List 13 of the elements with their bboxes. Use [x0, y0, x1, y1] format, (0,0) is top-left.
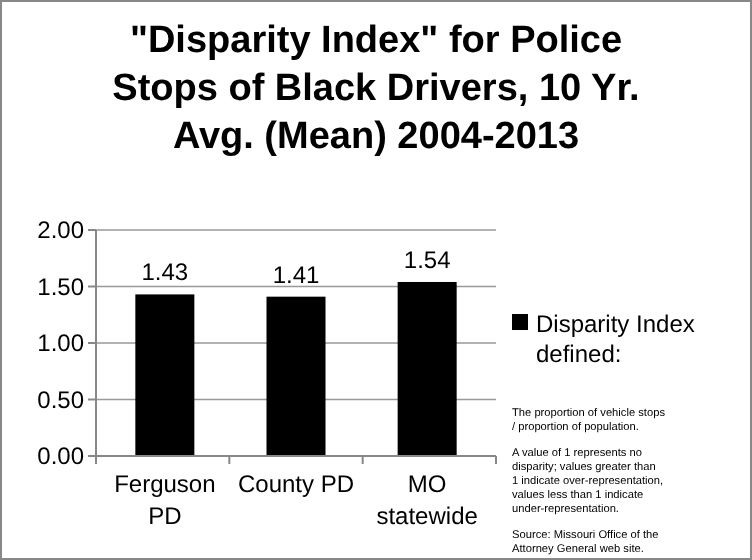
chart-title: "Disparity Index" for Police Stops of Black Drivers, 10 Yr. Avg. (Mean) 2004-2013: [112, 20, 640, 158]
y-tick-label: 2.00: [37, 216, 85, 244]
y-tick-label: 1.50: [37, 272, 85, 301]
x-tick-label: County PD: [237, 470, 355, 498]
y-tick-label: 1.00: [37, 329, 85, 357]
x-tick-label: Ferguson PD: [114, 470, 216, 530]
legend-label: Disparity Index defined:: [536, 310, 695, 368]
x-tick-label: MO statewide: [376, 470, 479, 530]
y-tick-label: 0.50: [37, 385, 85, 414]
data-label: 1.54: [403, 245, 452, 274]
y-tick-label: 0.00: [37, 442, 85, 470]
data-label: 1.41: [272, 260, 320, 289]
data-label: 1.43: [141, 258, 189, 287]
